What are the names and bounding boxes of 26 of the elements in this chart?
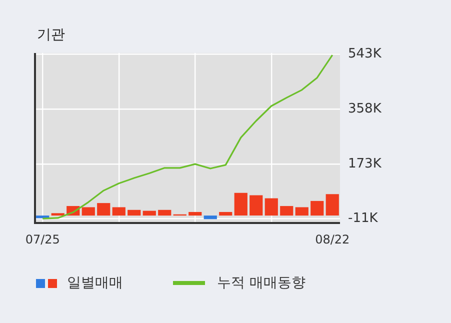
bar <box>128 210 141 216</box>
bar <box>250 195 263 216</box>
bar <box>188 212 202 216</box>
y-tick-label: 358K <box>348 101 382 116</box>
legend-label: 누적 매매동향 <box>217 274 306 292</box>
bar <box>234 192 248 216</box>
bar <box>142 210 156 216</box>
x-tick-label: 08/22 <box>315 232 350 246</box>
bar <box>158 210 172 216</box>
chart-title: 기관 <box>37 26 65 44</box>
bar <box>97 203 110 216</box>
bar <box>112 207 126 216</box>
x-tick-label: 07/25 <box>25 232 60 246</box>
y-tick-label: 543K <box>348 46 382 62</box>
bar <box>310 200 324 216</box>
legend-label: 일별매매 <box>67 274 123 292</box>
bar <box>280 206 294 216</box>
bar <box>219 212 232 216</box>
bar <box>82 207 95 216</box>
bar <box>326 194 339 216</box>
y-tick-label: 173K <box>348 156 382 172</box>
bar <box>295 207 308 216</box>
bar <box>264 198 278 216</box>
y-tick-label: -11K <box>348 211 378 226</box>
bar <box>51 213 64 216</box>
bar <box>204 216 217 220</box>
